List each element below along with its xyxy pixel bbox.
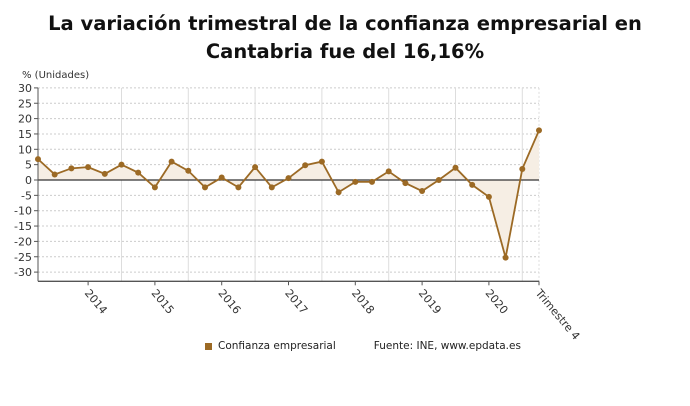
data-point — [68, 165, 75, 172]
data-point — [352, 178, 359, 185]
y-tick-label: -15 — [14, 220, 32, 233]
data-point — [435, 177, 442, 183]
x-tick-label: 2016 — [215, 287, 243, 317]
x-tick-label: 2015 — [149, 287, 177, 317]
legend-swatch — [205, 342, 212, 350]
data-point — [35, 156, 41, 163]
data-point — [318, 158, 325, 165]
x-tick-label: 2014 — [82, 287, 110, 317]
y-axis-label: % (Unidades) — [22, 70, 90, 81]
data-point — [485, 193, 492, 200]
x-tick-label: 2020 — [483, 287, 511, 317]
data-point — [202, 184, 208, 191]
data-point — [335, 189, 342, 196]
y-tick-label: -25 — [14, 251, 32, 264]
data-point — [252, 164, 259, 171]
y-tick-label: 10 — [18, 143, 32, 156]
chart-title: La variación trimestral de la confianza … — [48, 12, 642, 63]
y-tick-label: 15 — [18, 128, 32, 141]
data-point — [302, 162, 309, 169]
y-tick-label: 0 — [25, 174, 32, 187]
data-point — [469, 181, 476, 188]
data-point — [385, 168, 392, 175]
data-point — [118, 161, 125, 168]
data-point — [135, 169, 142, 176]
y-tick-label: 20 — [18, 113, 32, 126]
y-tick-label: 25 — [18, 97, 32, 110]
x-tick-label: 2018 — [349, 287, 377, 317]
data-point — [85, 164, 92, 171]
data-point — [151, 184, 158, 191]
data-point — [369, 178, 375, 185]
y-tick-label: -5 — [21, 189, 32, 202]
data-point — [402, 180, 409, 187]
data-point — [101, 170, 108, 177]
data-point — [536, 127, 542, 134]
data-point — [452, 164, 459, 171]
data-point — [185, 167, 192, 174]
y-tick-label: 30 — [18, 82, 32, 95]
y-tick-label: -10 — [14, 205, 32, 218]
data-point — [285, 175, 292, 182]
y-tick-label: 5 — [25, 159, 32, 172]
data-point — [419, 188, 426, 195]
data-point — [168, 158, 175, 165]
data-point — [51, 171, 58, 178]
data-point — [268, 184, 275, 191]
data-point — [235, 184, 242, 191]
legend-series-label: Confianza empresarial — [218, 340, 336, 352]
data-point — [218, 174, 225, 181]
legend: Confianza empresarial Fuente: INE, www.e… — [205, 340, 521, 352]
source-label: Fuente: INE, www.epdata.es — [373, 340, 521, 352]
data-point — [519, 165, 526, 172]
x-tick-label: Trimestre 4 — [532, 286, 582, 342]
data-point — [502, 254, 509, 261]
x-tick-label: 2017 — [282, 287, 310, 317]
y-tick-label: -20 — [14, 235, 32, 248]
y-tick-label: -30 — [14, 266, 32, 279]
x-tick-label: 2019 — [416, 287, 444, 317]
